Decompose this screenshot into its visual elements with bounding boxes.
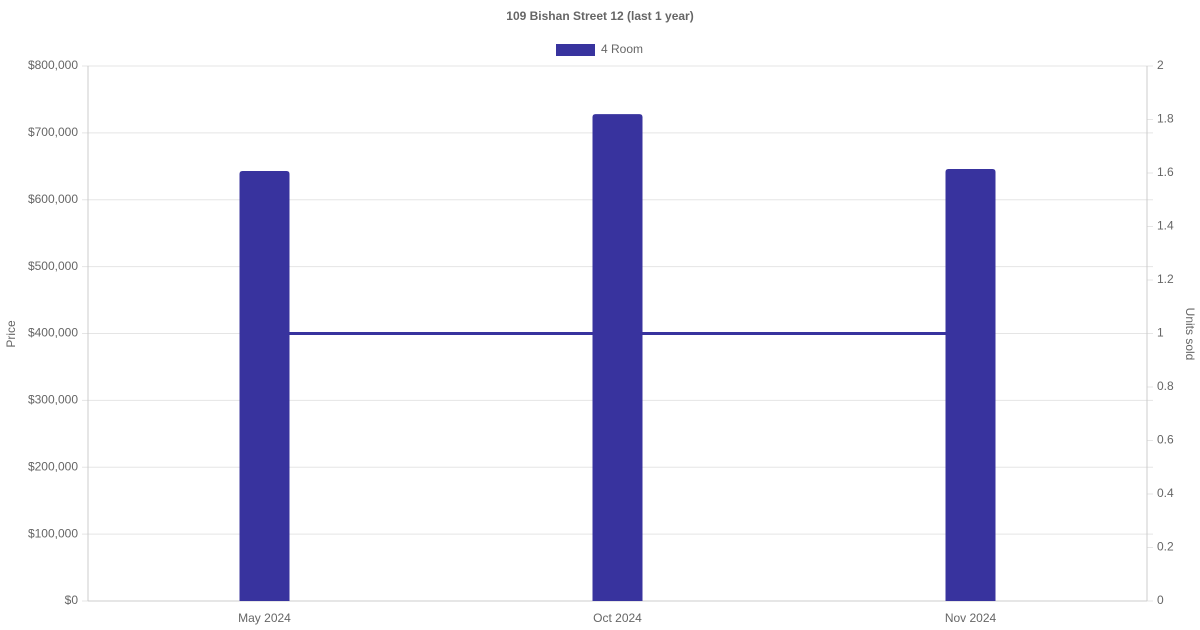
- chart-title: 109 Bishan Street 12 (last 1 year): [506, 9, 693, 23]
- y2-tick-label: 2: [1157, 58, 1164, 72]
- y2-tick-label: 1: [1157, 326, 1164, 340]
- y-tick-label: $0: [65, 593, 79, 607]
- y2-tick-label: 0.8: [1157, 379, 1174, 393]
- y2-tick-label: 0: [1157, 593, 1164, 607]
- x-tick-label: May 2024: [238, 611, 291, 625]
- y2-tick-label: 0.6: [1157, 433, 1174, 447]
- y2-tick-label: 0.2: [1157, 540, 1174, 554]
- y2-axis-title: Units sold: [1183, 308, 1197, 361]
- y-tick-label: $600,000: [28, 192, 78, 206]
- x-tick-label: Nov 2024: [945, 611, 997, 625]
- bar: [592, 114, 643, 602]
- y-tick-label: $100,000: [28, 526, 78, 540]
- y2-tick-label: 0.4: [1157, 486, 1174, 500]
- legend-label: 4 Room: [601, 42, 643, 56]
- y-tick-label: $400,000: [28, 326, 78, 340]
- y-tick-label: $300,000: [28, 393, 78, 407]
- y2-tick-label: 1.4: [1157, 219, 1174, 233]
- bar: [239, 170, 290, 601]
- y-tick-label: $800,000: [28, 58, 78, 72]
- y2-tick-label: 1.6: [1157, 165, 1174, 179]
- y-tick-label: $700,000: [28, 125, 78, 139]
- y-axis-title: Price: [4, 320, 18, 348]
- bar: [945, 168, 996, 602]
- y-tick-label: $500,000: [28, 259, 78, 273]
- x-tick-label: Oct 2024: [593, 611, 642, 625]
- legend-swatch: [556, 44, 595, 56]
- y-tick-label: $200,000: [28, 459, 78, 473]
- y2-tick-label: 1.8: [1157, 112, 1174, 126]
- y2-tick-label: 1.2: [1157, 272, 1174, 286]
